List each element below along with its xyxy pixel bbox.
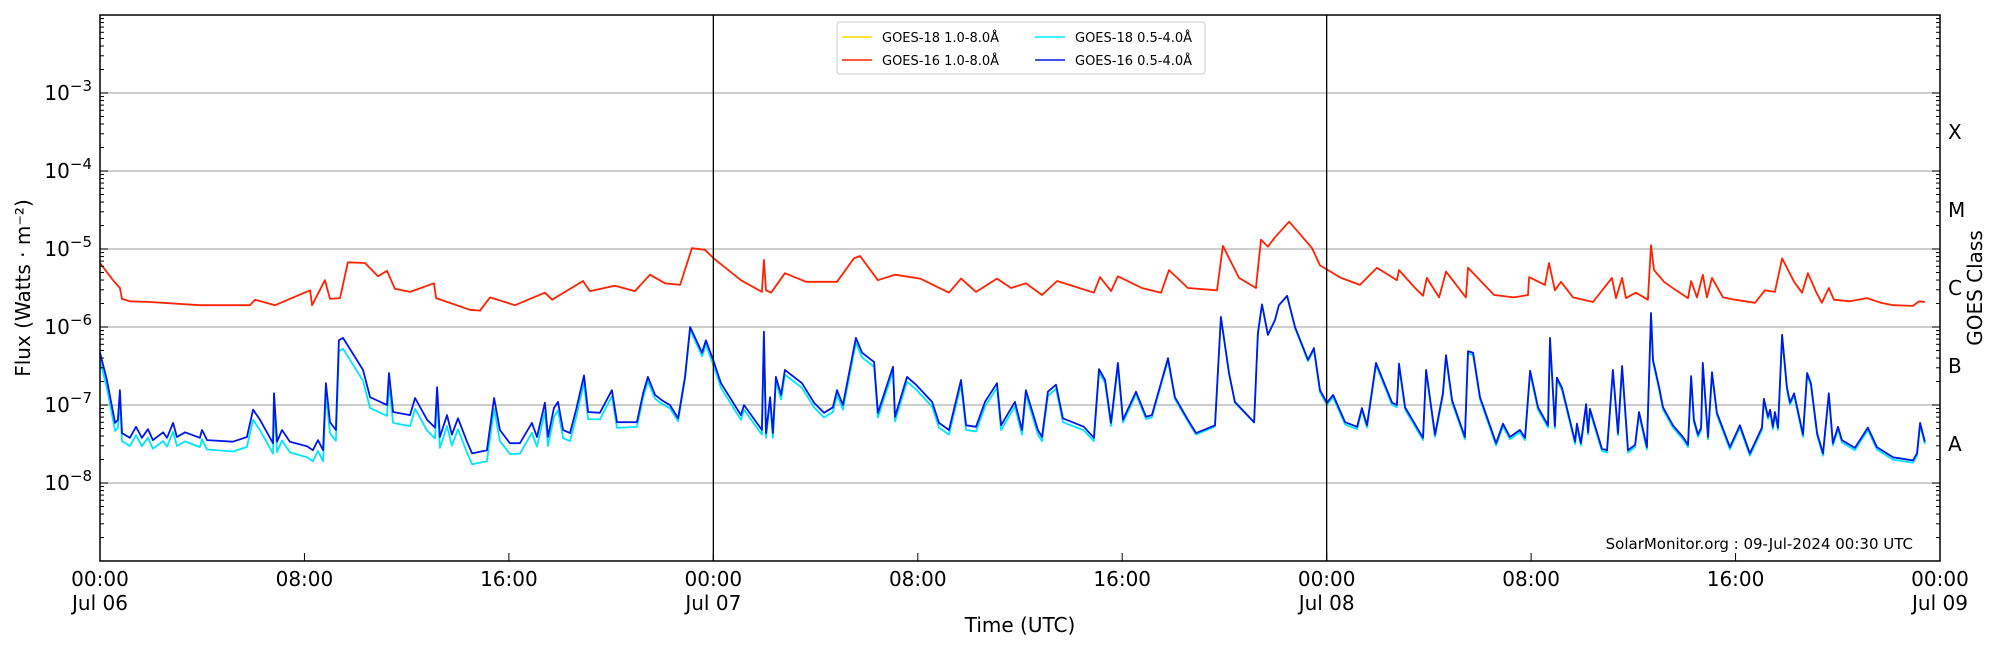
x-tick-date-label: Jul 08: [1297, 591, 1355, 615]
day-boundary-lines: [712, 15, 1328, 561]
x-tick-time-label: 16:00: [1093, 567, 1151, 591]
y-axis-title: Flux (Watts · m⁻²): [11, 199, 35, 377]
goes-class-label-x: X: [1948, 120, 1962, 144]
y-tick-label: 10−6: [44, 311, 92, 339]
gridlines: [100, 92, 1940, 484]
goes-class-label-a: A: [1948, 432, 1962, 456]
plot-frame: [99, 14, 1941, 562]
legend-label-goes16-short: GOES-16 0.5-4.0Å: [1075, 53, 1192, 69]
x-tick-date-label: Jul 09: [1910, 591, 1968, 615]
x-tick-time-label: 00:00: [685, 567, 743, 591]
x-tick-time-label: 00:00: [1298, 567, 1356, 591]
y-axis-ticks: 10−3 10−4 10−5 10−6 10−7 10−8: [44, 18, 108, 562]
y-tick-label: 10−4: [44, 155, 92, 183]
x-tick-date-label: Jul 07: [683, 591, 741, 615]
source-annotation: SolarMonitor.org : 09-Jul-2024 00:30 UTC: [1606, 535, 1913, 553]
y-tick-label: 10−5: [44, 233, 92, 261]
x-tick-time-label: 00:00: [71, 567, 129, 591]
goes-class-label-c: C: [1948, 276, 1962, 300]
x-tick-time-label: 00:00: [1911, 567, 1969, 591]
legend-label-goes18-short: GOES-18 0.5-4.0Å: [1075, 30, 1192, 46]
x-tick-time-label: 16:00: [480, 567, 538, 591]
x-tick-time-label: 16:00: [1707, 567, 1765, 591]
x-tick-time-label: 08:00: [276, 567, 334, 591]
goes-class-axis: X M C B A: [1932, 18, 1965, 562]
x-tick-time-label: 08:00: [889, 567, 947, 591]
right-axis-title: GOES Class: [1963, 230, 1987, 346]
legend: GOES-18 1.0-8.0Å GOES-16 1.0-8.0Å GOES-1…: [836, 21, 1206, 75]
legend-label-goes16-long: GOES-16 1.0-8.0Å: [882, 53, 999, 69]
series-line: [99, 220, 1926, 312]
y-tick-label: 10−7: [44, 389, 92, 417]
y-tick-label: 10−3: [44, 77, 92, 105]
data-series: [99, 220, 1926, 466]
x-tick-time-label: 08:00: [1502, 567, 1560, 591]
y-tick-label: 10−8: [44, 467, 92, 495]
legend-box: [836, 21, 1206, 75]
x-tick-date-label: Jul 06: [70, 591, 128, 615]
legend-label-goes18-long: GOES-18 1.0-8.0Å: [882, 30, 999, 46]
goes-class-label-m: M: [1948, 198, 1965, 222]
x-axis-title: Time (UTC): [964, 613, 1076, 637]
series-line: [99, 294, 1926, 462]
goes-class-label-b: B: [1948, 354, 1962, 378]
